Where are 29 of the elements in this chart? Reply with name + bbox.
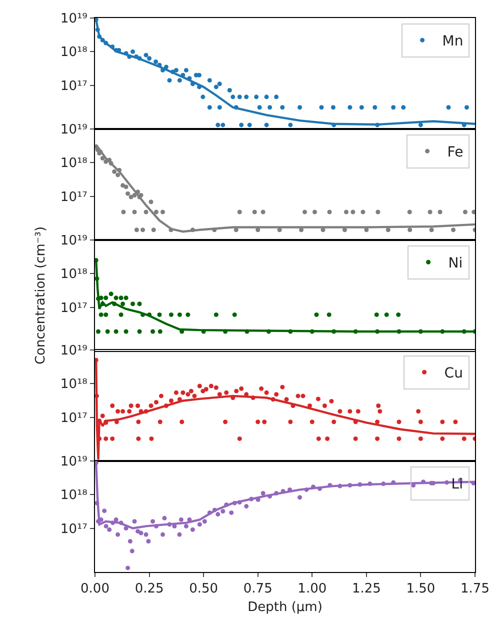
y-axis-title: Concentration (cm⁻³) [33,226,48,364]
y-tick-label: 10¹⁹ [60,454,88,470]
y-tick-label: 10¹⁸ [60,156,88,171]
x-tick-label: 0.00 [80,582,110,597]
y-tick-label: 10¹⁷ [60,411,88,426]
y-tick-label: 10¹⁷ [60,300,88,316]
y-tick-label: 10¹⁷ [60,78,88,94]
y-tick-label: 10¹⁸ [60,45,88,60]
legend-label: Ni [448,255,463,272]
y-tick-label: 10¹⁹ [60,233,88,248]
y-tick-label: 10¹⁹ [60,12,88,27]
legend-label: Mn [442,34,464,50]
x-tick-label: 1.50 [406,582,436,597]
legend-label: Cu [444,366,463,382]
x-tick-label: 0.75 [243,582,272,597]
x-tick-label: 1.25 [352,582,381,597]
y-tick-label: 10¹⁸ [60,378,88,393]
y-tick-label: 10¹⁷ [60,522,88,537]
x-tick-label: 0.25 [134,582,164,597]
y-tick-label: 10¹⁸ [60,266,88,282]
y-tick-label: 10¹⁸ [60,488,88,504]
x-tick-label: 0.50 [189,582,218,597]
legend-label: Fe [447,144,464,160]
y-tick-label: 10¹⁹ [60,344,88,359]
x-tick-label: 1.75 [460,582,490,597]
y-tick-label: 10¹⁹ [60,122,88,138]
x-axis-title: Depth (μm) [248,600,322,616]
x-tick-label: 1.00 [298,582,327,597]
y-tick-label: 10¹⁷ [60,190,88,205]
